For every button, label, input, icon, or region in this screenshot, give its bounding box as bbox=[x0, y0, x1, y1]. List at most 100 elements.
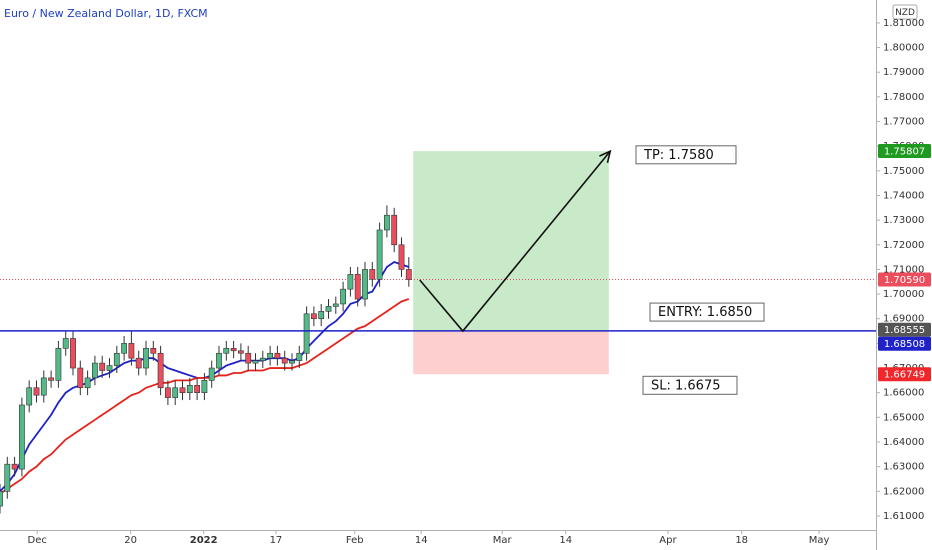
y-tick-label: 1.65000 bbox=[883, 412, 924, 423]
price-tag-label: 1.66749 bbox=[884, 370, 925, 381]
candle-body bbox=[238, 350, 244, 354]
candle-body bbox=[318, 311, 325, 320]
x-tick-label: Feb bbox=[346, 535, 364, 546]
y-tick-label: 1.81000 bbox=[883, 18, 924, 29]
take-profit-zone bbox=[413, 151, 609, 332]
candle-body bbox=[398, 244, 405, 270]
candle-body bbox=[165, 387, 171, 398]
candle-body bbox=[121, 343, 127, 354]
candle-body bbox=[194, 384, 200, 393]
candle-body bbox=[252, 360, 259, 364]
candle-body bbox=[332, 303, 339, 307]
candle-body bbox=[362, 269, 368, 300]
candle-body bbox=[62, 338, 69, 349]
y-tick-label: 1.78000 bbox=[883, 92, 924, 103]
price-tag-label: 1.75807 bbox=[884, 146, 925, 157]
candle-body bbox=[223, 348, 230, 354]
y-tick-label: 1.71000 bbox=[883, 264, 924, 275]
candle-body bbox=[281, 357, 288, 364]
y-tick-label: 1.79000 bbox=[883, 67, 924, 78]
candle-body bbox=[391, 214, 398, 246]
candle-body bbox=[143, 348, 149, 369]
y-tick-label: 1.72000 bbox=[883, 240, 924, 251]
candle-body bbox=[303, 313, 310, 354]
price-tag-label: 1.68555 bbox=[884, 325, 925, 336]
candle-body bbox=[55, 348, 62, 381]
x-tick-label: 2022 bbox=[190, 535, 218, 546]
candle-body bbox=[4, 463, 11, 492]
tp-label: TP: 1.7580 bbox=[643, 148, 714, 163]
candle-body bbox=[0, 490, 3, 507]
candle-body bbox=[325, 306, 332, 312]
candle-body bbox=[113, 352, 120, 366]
price-tag bbox=[878, 367, 931, 382]
y-tick-label: 1.61000 bbox=[883, 511, 924, 522]
candle-body bbox=[267, 352, 273, 359]
candle-body bbox=[208, 367, 215, 381]
candle-body bbox=[296, 352, 303, 361]
x-tick-label: Mar bbox=[493, 535, 513, 546]
x-tick-label: 20 bbox=[124, 535, 137, 546]
candle-body bbox=[106, 365, 113, 371]
x-tick-label: 18 bbox=[735, 535, 748, 546]
x-tick-label: 14 bbox=[559, 535, 572, 546]
y-tick-label: 1.73000 bbox=[883, 215, 924, 226]
candle-body bbox=[354, 274, 361, 300]
candle-body bbox=[128, 343, 135, 359]
sl-label: SL: 1.6675 bbox=[651, 378, 721, 393]
currency-box bbox=[892, 4, 918, 20]
sl-label-box bbox=[642, 375, 738, 395]
price-tag bbox=[878, 143, 931, 158]
candle-body bbox=[150, 348, 157, 354]
candle-body bbox=[157, 352, 164, 389]
candle-body bbox=[259, 357, 266, 361]
candle-body bbox=[405, 269, 412, 280]
chart-title: Euro / New Zealand Dollar, 1D, FXCM bbox=[4, 7, 208, 20]
candle-body bbox=[26, 387, 33, 406]
candle-body bbox=[230, 348, 237, 352]
y-tick-label: 1.80000 bbox=[883, 43, 924, 54]
candle-body bbox=[135, 357, 142, 369]
candle-body bbox=[99, 362, 106, 371]
candle-body bbox=[289, 360, 295, 364]
candle-body bbox=[340, 288, 346, 305]
y-tick-label: 1.62000 bbox=[883, 486, 924, 497]
x-tick-label: May bbox=[809, 535, 830, 546]
candle-body bbox=[70, 338, 76, 369]
y-tick-label: 1.63000 bbox=[883, 462, 924, 473]
candle-body bbox=[179, 387, 186, 393]
price-tag-label: 1.68508 bbox=[884, 339, 925, 350]
candle-body bbox=[245, 352, 252, 364]
candle-body bbox=[40, 377, 47, 396]
entry-label-box bbox=[649, 302, 765, 322]
candle-body bbox=[201, 380, 208, 393]
tp-label-box bbox=[635, 145, 737, 165]
price-tag bbox=[878, 322, 931, 337]
y-tick-label: 1.66000 bbox=[883, 388, 924, 399]
plot-area bbox=[0, 149, 876, 514]
arrow-head bbox=[599, 149, 612, 163]
y-tick-label: 1.69000 bbox=[883, 314, 924, 325]
y-tick-label: 1.77000 bbox=[883, 117, 924, 128]
x-tick-label: 14 bbox=[415, 535, 428, 546]
candle-body bbox=[376, 229, 383, 280]
candle-body bbox=[77, 367, 84, 389]
candle-body bbox=[216, 352, 222, 369]
price-tag-label: 1.70590 bbox=[884, 275, 925, 286]
candle-body bbox=[33, 387, 40, 396]
candle-body bbox=[383, 214, 390, 231]
candle-body bbox=[186, 384, 193, 393]
candle-body bbox=[172, 387, 179, 398]
y-tick-label: 1.75000 bbox=[883, 166, 924, 177]
price-tag bbox=[878, 336, 931, 351]
price-tag bbox=[878, 272, 931, 287]
entry-label: ENTRY: 1.6850 bbox=[658, 305, 752, 320]
candle-body bbox=[347, 274, 354, 290]
candle-body bbox=[11, 463, 18, 470]
x-tick-label: Dec bbox=[28, 535, 47, 546]
candle-body bbox=[84, 377, 91, 389]
currency-label: NZD bbox=[895, 8, 915, 18]
candle-body bbox=[369, 269, 376, 280]
y-tick-label: 1.70000 bbox=[883, 289, 924, 300]
